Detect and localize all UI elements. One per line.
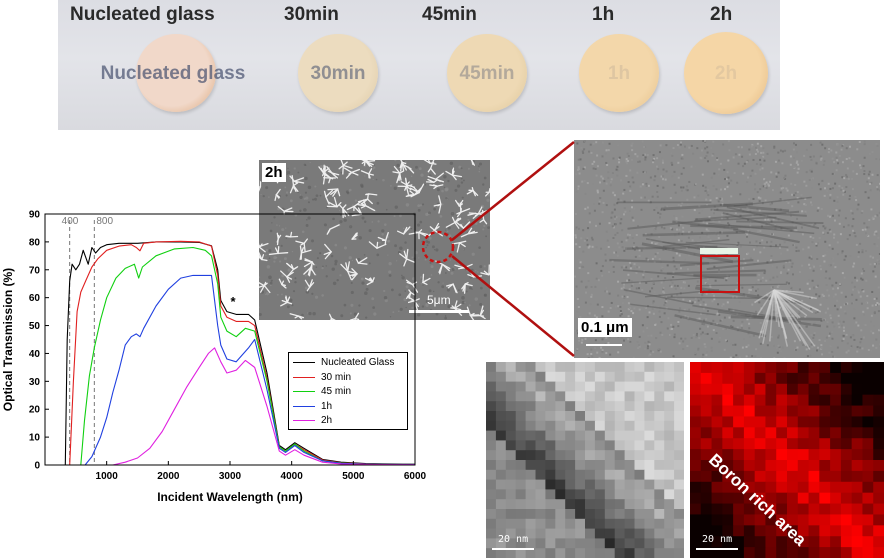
legend-swatch-3: [293, 405, 315, 407]
reference-label-800: 800: [96, 216, 113, 227]
legend-swatch-0: [293, 362, 315, 363]
transmission-chart: 400 800 0 10 20 30 40 50 60 70 80 90 1000 2000 3000 40…: [1, 210, 427, 505]
x-tick-label: 6000: [404, 471, 427, 482]
legend-label-0: Nucleated Glass: [321, 357, 395, 368]
y-tick-label: 20: [29, 405, 41, 416]
y-tick-label: 40: [29, 349, 41, 360]
sample-disc-text-3: 1h: [607, 63, 631, 84]
tem-scale-bar: [586, 344, 622, 346]
sample-disc-text-1: 30min: [310, 63, 366, 84]
legend-label-3: 1h: [321, 400, 333, 412]
chart-legend: Nucleated Glass 30 min 45 min 1h 2h: [288, 352, 408, 430]
y-tick-label: 30: [29, 377, 41, 388]
y-axis-label: Optical Transmission (%): [1, 268, 15, 411]
sample-disc-0: [136, 34, 216, 112]
gray-pixel-map: [486, 362, 684, 558]
eels-gray-map: 20 nm: [486, 362, 684, 558]
sample-disc-2: [447, 34, 527, 112]
sample-disc-text-0: Nucleated glass: [100, 63, 246, 84]
sem-scale-bar: [409, 310, 469, 313]
red-map-scale-label: 20 nm: [702, 534, 733, 545]
gray-map-scale-line: [492, 548, 534, 550]
legend-entry-4: 2h: [293, 414, 332, 427]
reference-label-400: 400: [62, 216, 79, 227]
y-tick-label: 60: [29, 293, 41, 304]
legend-label-2: 45 min: [321, 386, 352, 397]
x-tick-label: 5000: [342, 471, 365, 482]
x-tick-label: 1000: [96, 471, 119, 482]
sample-disc-3: [579, 34, 659, 112]
eels-boron-map: Boron rich area 20 nm: [690, 362, 884, 558]
sample-label-0: Nucleated glass: [70, 4, 215, 25]
legend-entry-1: 30 min: [293, 371, 351, 384]
legend-entry-3: 1h: [293, 400, 332, 413]
sample-label-2: 45min: [422, 4, 477, 25]
sem-scale-label: 5μm: [427, 293, 451, 307]
series-line-4: [112, 347, 416, 466]
x-tick-label: 3000: [219, 471, 242, 482]
x-tick-label: 4000: [281, 471, 304, 482]
series-line-3: [84, 274, 416, 466]
legend-label-4: 2h: [321, 415, 333, 426]
x-axis-label: Incident Wavelength (nm): [157, 490, 303, 504]
sample-disc-text-2: 45min: [459, 63, 515, 84]
sem-highlight-circle: [421, 230, 455, 264]
chart-annotation: *: [231, 294, 237, 309]
red-map-scale-line: [696, 548, 738, 550]
series-line-2: [80, 246, 416, 466]
sample-label-4: 2h: [710, 4, 733, 25]
sample-photo-strip: Nucleated glass Nucleated glass 30min 30min…: [58, 0, 780, 130]
sample-disc-4: [684, 32, 768, 114]
boron-pixel-map: [690, 362, 884, 558]
tem-micrograph: 0.1 μm: [574, 140, 880, 358]
legend-swatch-1: [293, 376, 315, 378]
y-tick-label: 80: [29, 237, 41, 248]
y-tick-label: 90: [29, 210, 41, 221]
legend-entry-0: Nucleated Glass: [293, 356, 394, 369]
legend-swatch-2: [293, 391, 315, 392]
sample-disc-text-4: 2h: [714, 63, 738, 84]
tem-scale-label: 0.1 μm: [578, 318, 632, 337]
gray-map-scale-label: 20 nm: [498, 534, 529, 545]
legend-label-1: 30 min: [321, 371, 352, 383]
y-tick-label: 50: [29, 321, 41, 332]
y-tick-label: 70: [29, 265, 41, 276]
sample-disc-1: [298, 34, 378, 112]
y-tick-label: 10: [29, 433, 41, 444]
sample-label-1: 30min: [284, 4, 339, 25]
connector-lower: [451, 255, 575, 357]
tem-label-tag: [700, 248, 738, 254]
sample-label-3: 1h: [592, 4, 615, 25]
x-tick-label: 2000: [157, 471, 180, 482]
connector-upper: [451, 141, 575, 241]
tem-selection-box: [700, 255, 740, 293]
legend-entry-2: 45 min: [293, 385, 351, 398]
legend-swatch-4: [293, 420, 315, 421]
y-tick-label: 0: [34, 461, 40, 472]
sem-time-tag: 2h: [262, 163, 286, 182]
